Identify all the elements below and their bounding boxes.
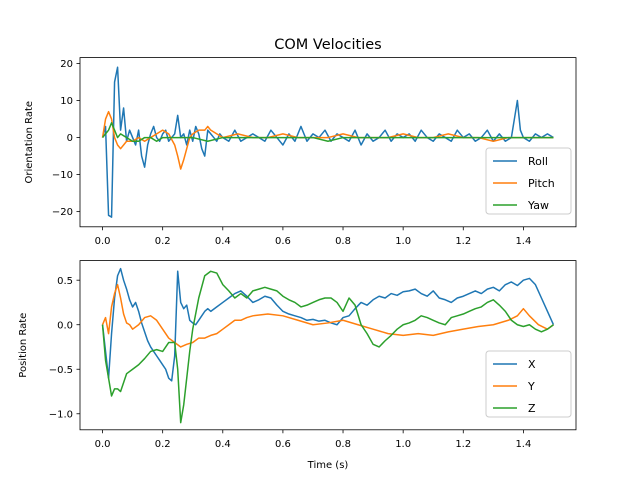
x-tick-label: 0.8: [335, 236, 351, 247]
y-tick-label: 0.0: [57, 320, 73, 331]
x-tick-label: 0.8: [335, 439, 351, 450]
series-line-y: [101, 283, 554, 348]
x-tick-label: 1.2: [455, 236, 471, 247]
axes-position: 0.0 0.2 0.4 0.6 0.8 1.0 1.2 1.4 0.5 0.0 −0.5 −1.0 Po…: [18, 260, 577, 471]
y-tick-label: 20: [60, 59, 73, 70]
x-tick-label: 1.0: [395, 236, 411, 247]
y-tick-label: −10: [52, 170, 73, 181]
y-tick-label: 0.5: [57, 276, 73, 287]
chart-title: COM Velocities: [274, 37, 381, 53]
x-tick-label: 0.4: [215, 439, 231, 450]
y-tick-label: 10: [60, 96, 73, 107]
legend-label-yaw: Yaw: [527, 199, 549, 212]
x-tick-label: 0.0: [95, 439, 111, 450]
legend-box: [485, 350, 572, 418]
x-tick-label: 1.0: [395, 439, 411, 450]
y-tick-label: −0.5: [49, 365, 73, 376]
x-tick-label: 0.6: [275, 236, 291, 247]
y-tick-label: −1.0: [49, 409, 73, 420]
x-tick-label: 1.4: [515, 236, 531, 247]
x-tick-label: 0.0: [95, 236, 111, 247]
axes-frame: [79, 260, 577, 431]
legend-label-y: Y: [527, 380, 535, 393]
x-tick-label: 0.6: [275, 439, 291, 450]
x-tick-label: 0.2: [155, 236, 171, 247]
series-line-roll: [101, 66, 554, 218]
x-tick-label: 1.2: [455, 439, 471, 450]
y-tick-label: −20: [52, 207, 73, 218]
axes-orientation: 0.0 0.2 0.4 0.6 0.8 1.0 1.2 1.4 20 10 0 −10 −20 Orien…: [24, 57, 577, 247]
y-axis-label: Position Rate: [18, 313, 29, 378]
legend-label-z: Z: [528, 402, 536, 415]
legend-box: [485, 147, 572, 215]
series-line-z: [101, 270, 554, 424]
series-line-yaw: [101, 122, 554, 143]
y-tick-label: 0: [67, 133, 73, 144]
x-tick-label: 0.2: [155, 439, 171, 450]
x-tick-label: 1.4: [515, 439, 531, 450]
x-axis-label: Time (s): [307, 460, 349, 471]
series-line-x: [101, 267, 555, 382]
axes-frame: [79, 57, 577, 228]
legend-label-pitch: Pitch: [528, 177, 555, 190]
x-tick-label: 0.4: [215, 236, 231, 247]
legend-label-x: X: [528, 358, 536, 371]
y-axis-label: Orientation Rate: [24, 101, 35, 184]
legend-label-roll: Roll: [528, 155, 548, 168]
